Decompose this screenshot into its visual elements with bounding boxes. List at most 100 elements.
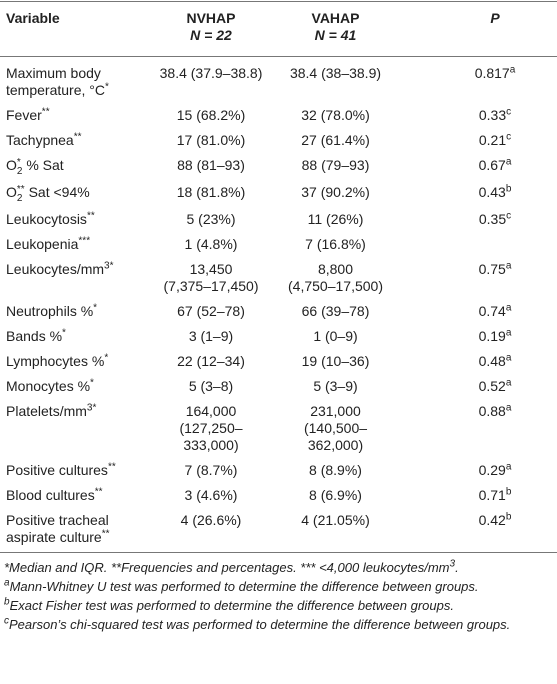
cell-text: 3 (4.6%) xyxy=(184,487,238,503)
vahap-cell: 231,000 (140,500– 362,000) xyxy=(272,399,399,458)
p-value: 0.19 xyxy=(478,328,506,344)
vahap-cell: 5 (3–9) xyxy=(272,374,399,399)
header-cell: Variable xyxy=(6,10,60,26)
vahap-cell: 8 (8.9%) xyxy=(272,458,399,483)
variable-cell: Maximum body temperature, °C* xyxy=(0,57,150,104)
p-value: 0.817 xyxy=(474,65,510,81)
table-row: Maximum body temperature, °C* 38.4 (37.9–… xyxy=(0,57,557,104)
table-row: Lymphocytes %* 22 (12–34) 19 (10–36) 0.48a xyxy=(0,349,557,374)
variable-cell: Leukopenia*** xyxy=(0,232,150,257)
superscript: c xyxy=(4,615,9,627)
variable-cell: Bands %* xyxy=(0,324,150,349)
p-cell: 0.19a xyxy=(399,324,557,349)
vahap-cell: 8 (6.9%) xyxy=(272,483,399,508)
superscript: * xyxy=(90,377,94,389)
cell-line: NVHAP xyxy=(186,10,236,26)
nvhap-cell: 13,450 (7,375–17,450) xyxy=(150,257,272,299)
footnote: *Median and IQR. **Frequencies and perce… xyxy=(4,559,553,576)
cell-text: 3 (1–9) xyxy=(188,328,234,344)
superscript: * xyxy=(93,302,98,314)
p-note: c xyxy=(506,106,512,118)
text: Positive cultures xyxy=(6,462,108,478)
cell-text: 18 (81.8%) xyxy=(176,184,246,200)
superscript: * xyxy=(104,352,109,364)
header-cell: VAHAP N = 41 xyxy=(272,2,399,57)
superscript: 3* xyxy=(104,260,114,272)
table-row: Leukocytosis** 5 (23%) 11 (26%) 0.35c xyxy=(0,207,557,232)
p-cell: 0.21c xyxy=(399,128,557,153)
p-cell: 0.88a xyxy=(399,399,557,458)
text: . xyxy=(455,560,459,575)
p-value: 0.42 xyxy=(478,512,506,528)
variable-cell: Leukocytes/mm3* xyxy=(0,257,150,299)
cell-text: 17 (81.0%) xyxy=(176,132,246,148)
p-note: a xyxy=(505,327,512,339)
superscript: *** xyxy=(78,235,91,247)
cell-text: 66 (39–78) xyxy=(301,303,370,319)
variable-cell: Blood cultures** xyxy=(0,483,150,508)
header-cell: NVHAP N = 22 xyxy=(150,2,272,57)
table-row: Leukocytes/mm3* 13,450 (7,375–17,450) 8,800… xyxy=(0,257,557,299)
cell-line: N = 41 xyxy=(314,27,357,43)
p-value: 0.88 xyxy=(478,403,506,419)
cell-text: 8 (6.9%) xyxy=(309,487,362,503)
cell-line: 164,000 xyxy=(185,403,237,419)
cell-line: (140,500– xyxy=(303,420,368,436)
nvhap-cell: 1 (4.8%) xyxy=(150,232,272,257)
p-note: a xyxy=(505,377,512,389)
p-cell: 0.48a xyxy=(399,349,557,374)
superscript: * xyxy=(62,327,66,339)
text: Fever xyxy=(6,107,42,123)
variable-cell: Positive tracheal aspirate culture** xyxy=(0,508,150,553)
superscript: ** xyxy=(101,528,110,540)
cell-text: 67 (52–78) xyxy=(177,303,245,319)
cell-text: 1 (4.8%) xyxy=(184,236,238,252)
p-note: b xyxy=(505,183,512,195)
superscript: 3* xyxy=(86,402,97,414)
p-value: 0.29 xyxy=(478,462,506,478)
p-value: 0.43 xyxy=(478,184,506,200)
p-note: c xyxy=(506,210,512,222)
cell-text: 1 (0–9) xyxy=(313,328,358,344)
p-cell: 0.33c xyxy=(399,103,557,128)
superscript: * xyxy=(104,81,109,93)
footnotes: *Median and IQR. **Frequencies and perce… xyxy=(0,553,557,633)
p-cell: 0.67a xyxy=(399,153,557,180)
superscript: ** xyxy=(94,486,103,498)
p-cell: 0.71b xyxy=(399,483,557,508)
p-cell xyxy=(399,232,557,257)
nvhap-cell: 164,000 (127,250– 333,000) xyxy=(150,399,272,458)
text: Maximum body temperature, °C xyxy=(6,65,105,98)
cell-line: 231,000 xyxy=(310,403,361,419)
cell-line: 8,800 xyxy=(317,261,354,277)
nvhap-cell: 4 (26.6%) xyxy=(150,508,272,553)
cell-text: 88 (81–93) xyxy=(177,157,245,173)
text: Sat <94% xyxy=(24,184,90,200)
p-value: 0.21 xyxy=(478,132,507,148)
variable-cell: Platelets/mm3* xyxy=(0,399,150,458)
cell-text: 32 (78.0%) xyxy=(301,107,370,123)
vahap-cell: 88 (79–93) xyxy=(272,153,399,180)
cell-text: 27 (61.4%) xyxy=(301,132,370,148)
sub-sup: * 2 xyxy=(17,158,23,177)
p-value: 0.35 xyxy=(478,211,507,227)
p-note: a xyxy=(505,402,512,414)
superscript: ** xyxy=(107,461,116,473)
cell-line: N = 22 xyxy=(190,27,232,43)
variable-cell: Leukocytosis** xyxy=(0,207,150,232)
vahap-cell: 66 (39–78) xyxy=(272,299,399,324)
text: Leukopenia xyxy=(6,236,79,252)
p-note: c xyxy=(506,131,512,143)
table-row: O * 2 % Sat 88 (81–93) 88 (79–93) 0.67a xyxy=(0,153,557,180)
cell-text: 8 (8.9%) xyxy=(309,462,362,478)
cell-text: 5 (3–9) xyxy=(313,378,358,394)
cell-line: 13,450 xyxy=(189,261,233,277)
variable-cell: Lymphocytes %* xyxy=(0,349,150,374)
superscript: b xyxy=(4,596,10,608)
table-row: Leukopenia*** 1 (4.8%) 7 (16.8%) xyxy=(0,232,557,257)
nvhap-cell: 3 (1–9) xyxy=(150,324,272,349)
nvhap-cell: 5 (3–8) xyxy=(150,374,272,399)
vahap-cell: 4 (21.05%) xyxy=(272,508,399,553)
cell-line: (4,750–17,500) xyxy=(288,278,383,294)
